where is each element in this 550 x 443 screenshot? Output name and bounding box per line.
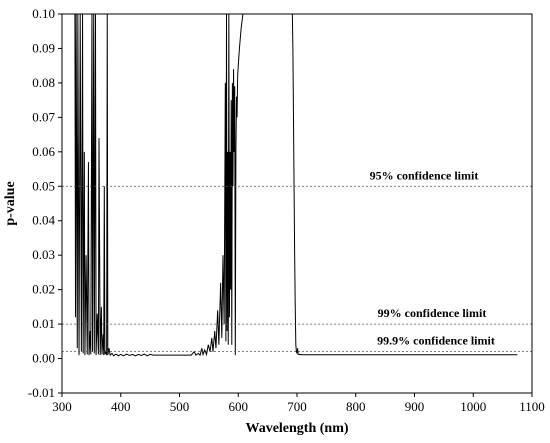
y-tick-label: 0.10 [32, 6, 55, 21]
x-tick-label: 1000 [460, 399, 486, 414]
series-line-1 [74, 14, 244, 357]
y-axis-ticks: -0.01 0.00 0.01 0.02 0.03 0.04 0.05 0.06 0.07 0.0… [28, 6, 62, 400]
x-tick-label: 900 [405, 399, 425, 414]
x-tick-label: 700 [287, 399, 307, 414]
y-tick-label: 0.00 [32, 351, 55, 366]
x-axis-ticks: 300 400 500 600 700 800 900 1000 1100 [52, 393, 545, 414]
x-tick-label: 600 [229, 399, 249, 414]
x-axis-label: Wavelength (nm) [245, 421, 348, 436]
y-tick-label: 0.05 [32, 178, 55, 193]
y-tick-label: 0.04 [32, 213, 55, 228]
y-tick-label: -0.01 [28, 385, 55, 400]
series-line-2 [291, 14, 518, 356]
reference-lines: 95% confidence limit 99% confidence limit… [62, 168, 532, 353]
plot-area [74, 14, 518, 357]
y-tick-label: 0.01 [32, 316, 55, 331]
y-tick-label: 0.02 [32, 282, 55, 297]
y-tick-label: 0.09 [32, 40, 55, 55]
reference-label-2: 99% confidence limit [378, 306, 487, 320]
y-tick-label: 0.06 [32, 144, 55, 159]
y-tick-label: 0.07 [32, 109, 55, 124]
y-axis-label: p-value [3, 181, 18, 225]
reference-label-1: 95% confidence limit [370, 168, 479, 182]
x-tick-label: 1100 [519, 399, 545, 414]
x-tick-label: 500 [170, 399, 190, 414]
y-tick-label: 0.03 [32, 247, 55, 262]
x-tick-label: 300 [52, 399, 72, 414]
x-tick-label: 400 [111, 399, 131, 414]
reference-label-3: 99.9% confidence limit [377, 334, 495, 348]
y-tick-label: 0.08 [32, 75, 55, 90]
x-tick-label: 800 [346, 399, 366, 414]
